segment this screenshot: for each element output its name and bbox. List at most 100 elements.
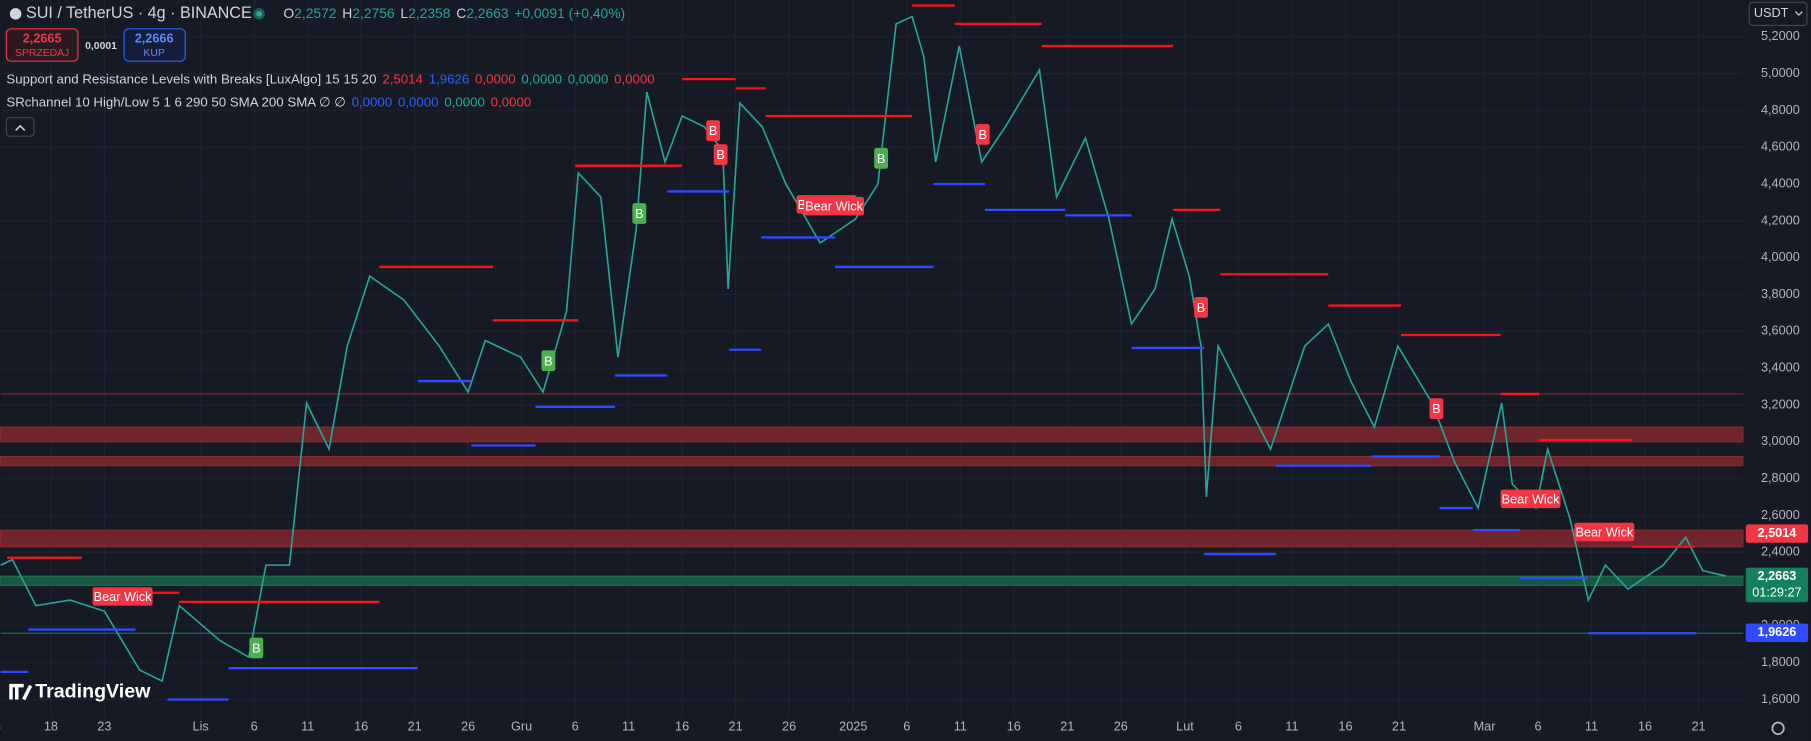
x-tick-label: 6 (251, 720, 258, 734)
x-tick-label: 6 (1235, 720, 1242, 734)
annotation-label: B (709, 124, 717, 138)
annotation-box (1194, 297, 1208, 318)
price-label-box (1745, 623, 1809, 642)
x-tick-label: 11 (301, 720, 314, 734)
ohlc-value: 2,2572 (294, 5, 336, 21)
currency: USDT (1754, 6, 1789, 20)
ohlc-value: 2,2663 (466, 5, 509, 21)
x-tick-label: 18 (44, 720, 58, 734)
symbol: SUI / TetherUS · 4g · BINANCE (26, 4, 252, 22)
indicator: SRchannel 10 High/Low 5 1 6 290 50 SMA 2… (6, 94, 531, 109)
x-tick-label: 21 (1392, 720, 1406, 734)
annotation-box (92, 587, 153, 606)
spread: 0,0001 (85, 41, 117, 52)
annotation-box (713, 144, 728, 166)
annotation-box (632, 203, 647, 224)
ohlc: O2,2572 H2,2756 L2,2358 C2,2663 +0,0091 (+0,… (283, 5, 625, 21)
indicator-name: Support and Resistance Levels with Break… (6, 71, 376, 86)
x-tick-label: 26 (782, 720, 796, 734)
y-tick-label: 3,0000 (1761, 434, 1800, 448)
indicator-value: 0,0000 (491, 94, 532, 109)
y-tick-label: 2,6000 (1761, 508, 1800, 522)
y-tick-label: 2,4000 (1761, 545, 1800, 559)
annotation-label: B (979, 128, 987, 142)
annotation-label: B (877, 152, 885, 166)
x-tick-label: 3 (0, 720, 1, 734)
settings-icon[interactable] (1771, 721, 1785, 735)
ohlc-key: O (283, 5, 294, 21)
price-line (0, 15, 1727, 683)
ohlc-key: C (456, 5, 466, 21)
ohlc-key: H (342, 5, 352, 21)
x-tick-label: 11 (622, 720, 635, 734)
zone (0, 529, 1745, 548)
buy-button[interactable] (123, 28, 186, 62)
price-label: 1,9626 (1758, 625, 1797, 639)
y-tick-label: 4,2000 (1761, 213, 1800, 227)
zone (0, 426, 1745, 443)
x-tick-label: 21 (729, 720, 743, 734)
x-tick-label: 21 (1060, 720, 1074, 734)
annotation-label: B (716, 148, 724, 162)
indicator-value: 1,9626 (429, 71, 470, 86)
collapse-button[interactable] (5, 117, 35, 137)
brand-logo (9, 683, 33, 701)
annotation-box (975, 123, 990, 145)
sell-price: 2,2665 (23, 32, 62, 46)
x-tick-label: 6 (1535, 720, 1542, 734)
axis: 1,60001,80002,00002,40002,60002,80003,00… (0, 29, 1809, 734)
indicator-value: 0,0000 (614, 71, 655, 86)
x-tick-label: 21 (408, 720, 422, 734)
annotation-box (1500, 489, 1561, 509)
indicator-value: 2,5014 (382, 71, 423, 86)
collapse-icon (15, 124, 26, 131)
x-tick-label: Lut (1176, 720, 1194, 734)
indicator-value: 0,0000 (475, 71, 516, 86)
x-tick-label: 6 (572, 720, 579, 734)
ohlc-change: +0,0091 (+0,40%) (514, 5, 625, 21)
y-tick-label: 3,8000 (1761, 287, 1800, 301)
indicator-value: 0,0000 (398, 94, 439, 109)
brand: TradingView (35, 681, 151, 703)
y-tick-label: 1,6000 (1761, 692, 1800, 706)
annotation-label: B (635, 207, 643, 221)
annotation-label: B (1197, 301, 1205, 315)
indicator-value: 0,0000 (352, 94, 393, 109)
y-tick-label: 3,6000 (1761, 324, 1800, 338)
x-tick-label: 26 (461, 720, 475, 734)
currency-button[interactable] (1748, 1, 1808, 26)
x-tick-label: 21 (1691, 720, 1705, 734)
x-tick-label: 23 (97, 720, 111, 734)
sell-button[interactable] (5, 28, 79, 62)
annotation-box (874, 147, 889, 169)
price-label-box (1745, 567, 1809, 603)
status-dot (256, 10, 263, 17)
indicator-name: SRchannel 10 High/Low 5 1 6 290 50 SMA 2… (6, 94, 345, 109)
y-tick-label: 5,2000 (1761, 29, 1800, 43)
y-tick-label: 3,4000 (1761, 361, 1800, 375)
price-label: 2,5014 (1758, 526, 1797, 540)
y-tick-label: 4,4000 (1761, 176, 1800, 190)
annotation-label: B (252, 641, 260, 655)
y-tick-label: 4,6000 (1761, 140, 1800, 154)
indicator: Support and Resistance Levels with Break… (6, 71, 654, 86)
ohlc-value: 2,2756 (352, 5, 395, 21)
x-tick-label: 16 (1338, 720, 1352, 734)
x-tick-label: 11 (954, 720, 967, 734)
annotation-label: Bear Wick (94, 590, 152, 604)
zone (0, 455, 1745, 467)
annotation-label: Bear Wick (1502, 492, 1560, 506)
y-tick-label: 5,0000 (1761, 66, 1800, 80)
ohlc-value: 2,2358 (408, 5, 451, 21)
x-tick-label: 11 (1285, 720, 1298, 734)
annotation-box (249, 637, 264, 659)
y-tick-label: 1,8000 (1761, 655, 1800, 669)
annotation-label: B (544, 354, 552, 368)
annotation-box (1574, 522, 1635, 542)
ohlc-key: L (400, 5, 408, 21)
x-tick-label: 26 (1114, 720, 1128, 734)
indicator-value: 0,0000 (521, 71, 562, 86)
price-label: 2,2663 (1758, 569, 1797, 583)
symbol-icon (9, 8, 22, 20)
